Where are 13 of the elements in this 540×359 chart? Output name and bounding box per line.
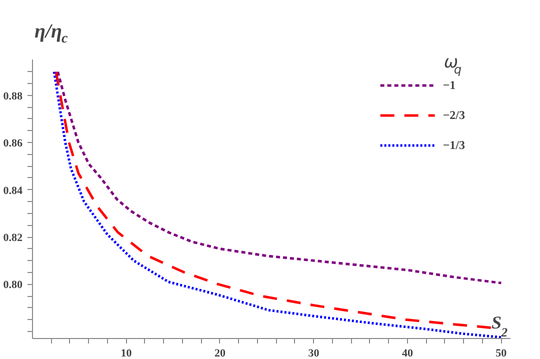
y-tick-label: 0.84: [3, 184, 23, 197]
y-tick-label: 0.80: [3, 279, 23, 292]
y-tick-label: 0.88: [3, 90, 23, 102]
legend-label: −1: [442, 78, 457, 92]
y-tick-label: 0.82: [3, 232, 23, 244]
x-tick-label: 20: [214, 348, 226, 359]
x-tick-label: 10: [120, 348, 132, 359]
x-tick-label: 40: [402, 348, 414, 359]
x-tick-label: 50: [496, 348, 508, 359]
legend-label: −1/3: [442, 138, 465, 152]
y-tick-label: 0.86: [3, 138, 23, 150]
legend-label: −2/3: [442, 108, 465, 122]
x-tick-label: 30: [308, 348, 320, 359]
